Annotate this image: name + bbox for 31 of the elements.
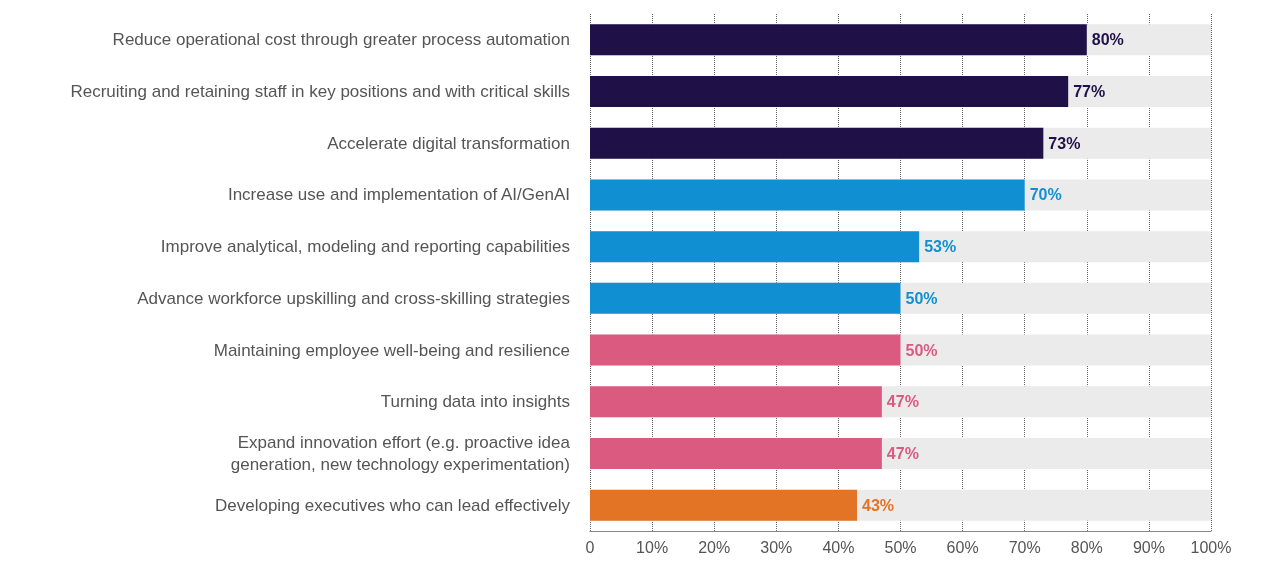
y-tick-label: Accelerate digital transformation	[327, 133, 570, 153]
x-tick-label: 20%	[698, 538, 731, 556]
data-label: 43%	[862, 496, 895, 514]
y-tick-label: Recruiting and retaining staff in key positions and with critical skills	[70, 82, 570, 102]
y-tick-label: Advance workforce upskilling and cross-skilling strategies	[137, 288, 570, 308]
x-tick-label: 30%	[760, 538, 793, 556]
x-tick-label: 0	[585, 538, 595, 556]
x-tick-label: 60%	[946, 538, 979, 556]
data-label: 70%	[1029, 186, 1062, 204]
y-tick-label: Turning data into insights	[380, 392, 570, 412]
y-tick-label: Improve analytical, modeling and reporting capabilities	[160, 237, 570, 257]
data-label: 80%	[1091, 31, 1124, 49]
y-tick-label: Increase use and implementation of AI/GenAI	[227, 185, 570, 205]
y-tick-label: Expand innovation effort (e.g. proactive idea generation, new technology experimentation)	[230, 432, 571, 474]
y-tick-label: Reduce operational cost through greater process automation	[112, 30, 570, 50]
x-tick-label: 40%	[822, 538, 855, 556]
data-label: 53%	[924, 238, 957, 256]
x-tick-label: 100%	[1190, 538, 1232, 556]
y-tick-label: Developing executives who can lead effectively	[214, 495, 571, 515]
y-tick-label: Maintaining employee well-being and resilience	[213, 340, 570, 360]
data-label: 50%	[905, 341, 938, 359]
x-tick-label: 50%	[884, 538, 917, 556]
x-tick-label: 80%	[1070, 538, 1103, 556]
data-label: 73%	[1048, 134, 1081, 152]
x-tick-label: 70%	[1008, 538, 1041, 556]
data-label: 50%	[905, 289, 938, 307]
data-label: 47%	[886, 393, 919, 411]
x-tick-label: 90%	[1132, 538, 1165, 556]
x-tick-label: 10%	[636, 538, 669, 556]
data-label: 77%	[1073, 83, 1106, 101]
data-label: 47%	[886, 444, 919, 462]
